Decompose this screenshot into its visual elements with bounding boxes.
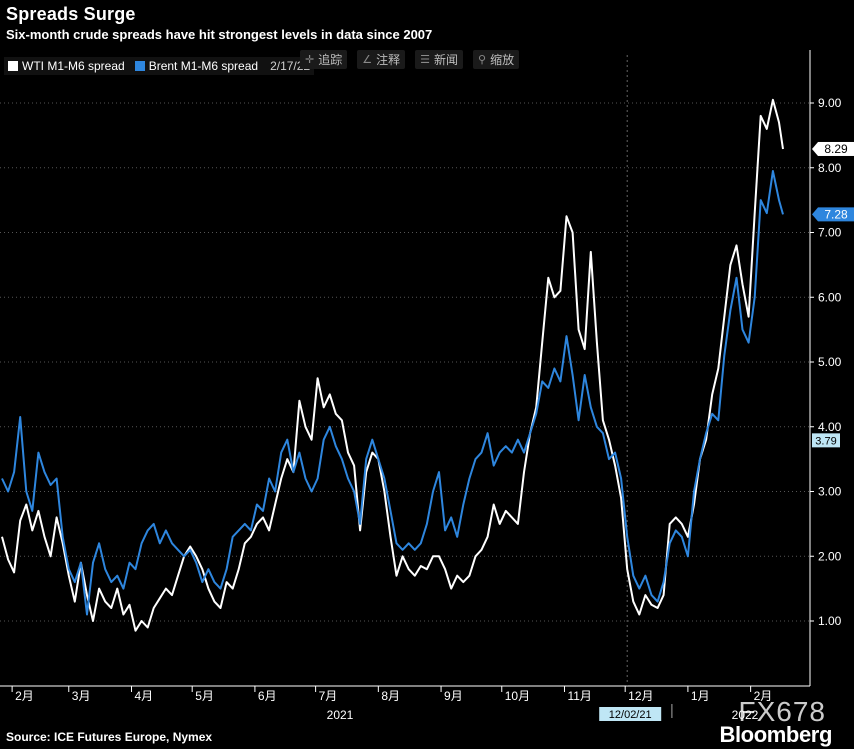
x-tick-label: 6月	[258, 689, 277, 703]
chart-subtitle: Six-month crude spreads have hit stronge…	[6, 27, 433, 42]
last-value-wti: 8.29	[824, 142, 848, 156]
news-button[interactable]: ☰ 新闻	[415, 50, 464, 69]
chart-svg[interactable]: 1.00 2.00 3.00 4.00 5.00 6.00 7.00 8.00 9.00 2月 3月…	[0, 0, 854, 730]
annotate-button[interactable]: ∠ 注释	[357, 50, 406, 69]
last-value-box	[818, 207, 854, 222]
x-tick-label: 12月	[628, 689, 653, 703]
year-label-2022: 2022	[732, 708, 759, 722]
news-label: 新闻	[434, 53, 459, 67]
cursor-date-label: 12/02/21	[609, 709, 652, 721]
x-tick-label: 2月	[15, 689, 34, 703]
track-button[interactable]: ✛ 追踪	[300, 50, 348, 69]
annotate-icon: ∠	[362, 54, 373, 66]
last-value-brent: 7.28	[824, 207, 848, 221]
zoom-button[interactable]: ⚲ 缩放	[473, 50, 520, 69]
y-tick-label: 3.00	[818, 485, 842, 499]
y-tick-label: 9.00	[818, 96, 842, 110]
x-tick-label: 4月	[134, 689, 153, 703]
x-tick-label: 2月	[754, 689, 773, 703]
bloomberg-logo: Bloomberg	[719, 722, 832, 747]
cursor-date-box	[599, 707, 662, 721]
brent-series-line	[1, 170, 784, 616]
y-tick-label: 8.00	[818, 161, 842, 175]
x-tick-label: 9月	[444, 689, 463, 703]
x-tick-label: 10月	[505, 689, 530, 703]
x-tick-label: 7月	[319, 689, 338, 703]
y-tick-label: 4.00	[818, 420, 842, 434]
y-tick-label: 1.00	[818, 614, 842, 628]
news-icon: ☰	[420, 54, 430, 66]
last-value-box	[818, 141, 854, 156]
source-note: Source: ICE Futures Europe, Nymex	[6, 730, 213, 744]
x-tick-label: 3月	[72, 689, 91, 703]
crosshair-icon: ✛	[305, 54, 315, 66]
y-tick-label: 7.00	[818, 226, 842, 240]
legend-label-wti: WTI M1-M6 spread	[22, 59, 125, 73]
legend-item-wti[interactable]: WTI M1-M6 spread	[8, 59, 125, 73]
chart-title: Spreads Surge	[6, 4, 136, 24]
annotate-label: 注释	[376, 53, 401, 67]
year-label: 2021	[327, 708, 354, 722]
zoom-icon: ⚲	[478, 54, 487, 66]
legend: WTI M1-M6 spread Brent M1-M6 spread 2/17…	[4, 57, 315, 75]
x-tick-label: 8月	[381, 689, 400, 703]
legend-label-brent: Brent M1-M6 spread	[148, 59, 259, 73]
last-value-pointer	[812, 141, 818, 156]
zoom-label: 缩放	[490, 53, 515, 67]
track-label: 追踪	[318, 53, 343, 67]
cursor-value-label: 3.79	[815, 435, 836, 447]
legend-swatch-wti	[8, 61, 18, 71]
last-value-pointer	[812, 207, 818, 222]
y-tick-label: 2.00	[818, 549, 842, 563]
y-tick-label: 6.00	[818, 290, 842, 304]
wti-series-line	[1, 98, 784, 632]
y-tick-label: 5.00	[818, 355, 842, 369]
x-tick-label: 5月	[195, 689, 214, 703]
x-tick-label: 1月	[691, 689, 710, 703]
cursor-value-box	[812, 433, 840, 448]
legend-item-brent[interactable]: Brent M1-M6 spread	[134, 59, 259, 73]
x-tick-label: 11月	[567, 689, 591, 703]
legend-swatch-brent	[134, 61, 145, 71]
watermark: FX678	[738, 696, 826, 727]
chart-toolbar: ✛ 追踪 ∠ 注释 ☰ 新闻 ⚲ 缩放	[300, 50, 520, 69]
